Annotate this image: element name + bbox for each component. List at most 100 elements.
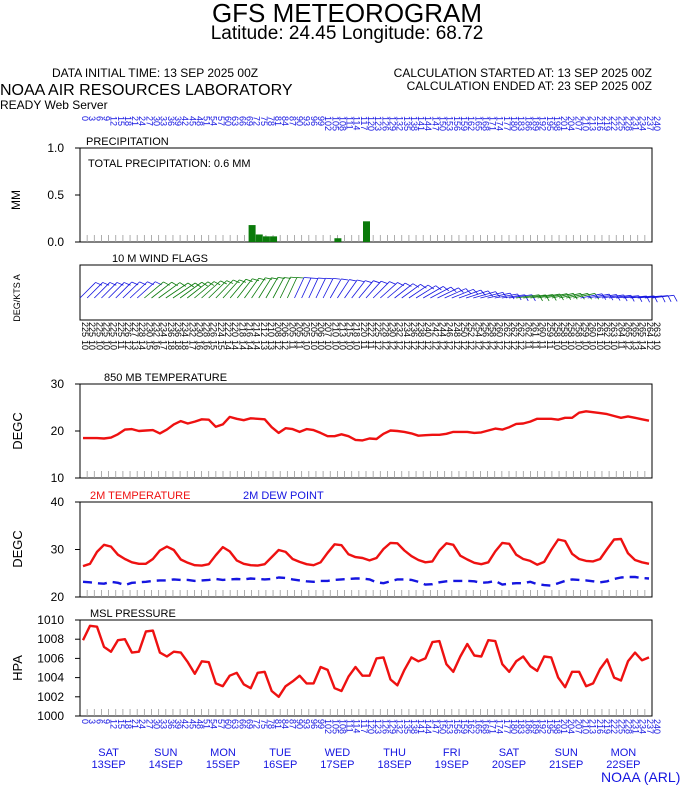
wind-direction-label: 230 — [387, 322, 397, 337]
bottom-hour-label: 186 — [523, 719, 533, 734]
bottom-hour-label: 216 — [595, 719, 605, 734]
wind-direction-label: 256 — [480, 322, 490, 337]
top-hour-label: 96 — [309, 116, 319, 126]
wind-speed-label: 12 — [645, 340, 655, 350]
wind-barb — [229, 279, 247, 299]
wind-direction-label: 263 — [609, 322, 619, 337]
top-hour-label: 105 — [330, 116, 340, 131]
wind-speed-label: 11 — [366, 340, 376, 349]
wind-speed-label: 10 — [588, 340, 598, 350]
wind-barb — [408, 284, 429, 299]
wind-barb-feather — [365, 280, 373, 284]
wind-speed-label: 12 — [502, 340, 512, 350]
bottom-hour-label: 30 — [152, 719, 162, 729]
t850-title: 850 MB TEMPERATURE — [104, 372, 227, 384]
day-weekday-label: MON — [210, 747, 236, 759]
top-hour-label: 3 — [87, 116, 97, 121]
wind-barb — [265, 277, 279, 299]
wind-ylabel: DEG/KTS A — [12, 274, 22, 322]
wind-speed-label: 12 — [409, 340, 419, 350]
bottom-hour-label: 171 — [488, 719, 498, 734]
wind-barb — [566, 293, 588, 299]
bottom-hour-label: 42 — [180, 719, 190, 729]
wind-direction-label: 240 — [423, 322, 433, 337]
server-name: READY Web Server — [0, 98, 108, 112]
wind-speed-label: 10 — [316, 340, 326, 350]
bottom-hour-label: 69 — [244, 719, 254, 729]
wind-speed-label: 10 — [330, 340, 340, 350]
wind-speed-label: 10 — [559, 340, 569, 350]
precip-bar — [262, 236, 270, 242]
wind-barb — [86, 282, 103, 299]
bottom-hour-label: 72 — [252, 719, 262, 729]
top-hour-label: 180 — [509, 116, 519, 131]
wind-barb — [551, 293, 574, 299]
bottom-hour-label: 12 — [109, 719, 119, 729]
bottom-hour-label: 63 — [230, 719, 240, 729]
wind-barb — [644, 295, 668, 299]
lab-name: NOAA AIR RESOURCES LABORATORY — [0, 82, 293, 99]
t850-line — [83, 410, 650, 442]
top-hour-label: 171 — [488, 116, 498, 131]
wind-speed-label: 12 — [452, 340, 462, 350]
wind-speed-label: 12 — [459, 340, 469, 350]
top-hour-label: 51 — [202, 116, 212, 126]
wind-barb — [458, 289, 481, 299]
wind-direction-label: 214 — [252, 322, 262, 337]
wind-barb-feather — [290, 276, 298, 279]
wind-direction-label: 262 — [602, 322, 612, 337]
wind-direction-label: 262 — [516, 322, 526, 337]
top-hour-label: 237 — [645, 116, 655, 131]
wind-barb — [516, 294, 540, 299]
calculation-started: CALCULATION STARTED AT: 13 SEP 2025 00Z — [393, 66, 652, 80]
wind-direction-label: 205 — [309, 322, 319, 337]
top-hour-label: 138 — [409, 116, 419, 131]
bottom-hour-label: 105 — [330, 719, 340, 734]
wind-barb — [94, 282, 111, 299]
wind-barb — [108, 282, 125, 299]
wind-barb — [401, 284, 421, 299]
top-hour-label: 81 — [273, 116, 283, 126]
bottom-hour-label: 240 — [652, 719, 662, 734]
wind-speed-label: 11 — [359, 340, 369, 349]
wind-direction-label: 265 — [631, 322, 641, 337]
t2m-ytick-label: 40 — [51, 495, 65, 509]
day-date-label: 13SEP — [91, 759, 125, 771]
top-hour-label: 240 — [652, 116, 662, 131]
wind-barb — [415, 285, 436, 299]
top-hour-label: 54 — [209, 116, 219, 126]
wind-barb — [501, 294, 525, 299]
wind-speed-label: 12 — [473, 340, 483, 350]
wind-speed-label: 10 — [109, 340, 119, 350]
wind-barb — [301, 277, 312, 299]
top-hour-label: 15 — [116, 116, 126, 126]
bottom-hour-label: 141 — [416, 719, 426, 734]
wind-speed-label: 13 — [259, 340, 269, 350]
wind-speed-label: 14 — [230, 340, 240, 350]
wind-barb-feather — [252, 278, 260, 282]
top-hour-label: 45 — [187, 116, 197, 126]
mslp-frame — [79, 619, 653, 717]
wind-speed-label: 10 — [573, 340, 583, 350]
day-date-label: 15SEP — [206, 759, 240, 771]
wind-speed-label: 12 — [123, 340, 133, 350]
wind-direction-label: 205 — [287, 322, 297, 337]
top-hour-label: 222 — [609, 116, 619, 131]
wind-direction-label: 225 — [80, 322, 90, 337]
bottom-hour-label: 204 — [566, 719, 576, 734]
wind-speed-label: 11 — [538, 340, 548, 349]
wind-direction-label: 232 — [395, 322, 405, 337]
top-hour-label: 123 — [373, 116, 383, 131]
wind-barb-feather — [389, 281, 397, 285]
wind-barb — [244, 278, 260, 299]
wind-speed-label: 15 — [209, 340, 219, 350]
wind-speed-label: 10 — [602, 340, 612, 350]
wind-barb — [258, 277, 272, 299]
wind-speed-label: 12 — [445, 340, 455, 350]
wind-direction-label: 254 — [473, 322, 483, 337]
location-subtitle: Latitude: 24.45 Longitude: 68.72 — [210, 23, 484, 44]
day-weekday-label: SAT — [98, 747, 119, 759]
wind-speed-label: 12 — [380, 340, 390, 350]
wind-speed-label: 10 — [581, 340, 591, 350]
precip-ytick-label: 0.0 — [47, 235, 64, 249]
